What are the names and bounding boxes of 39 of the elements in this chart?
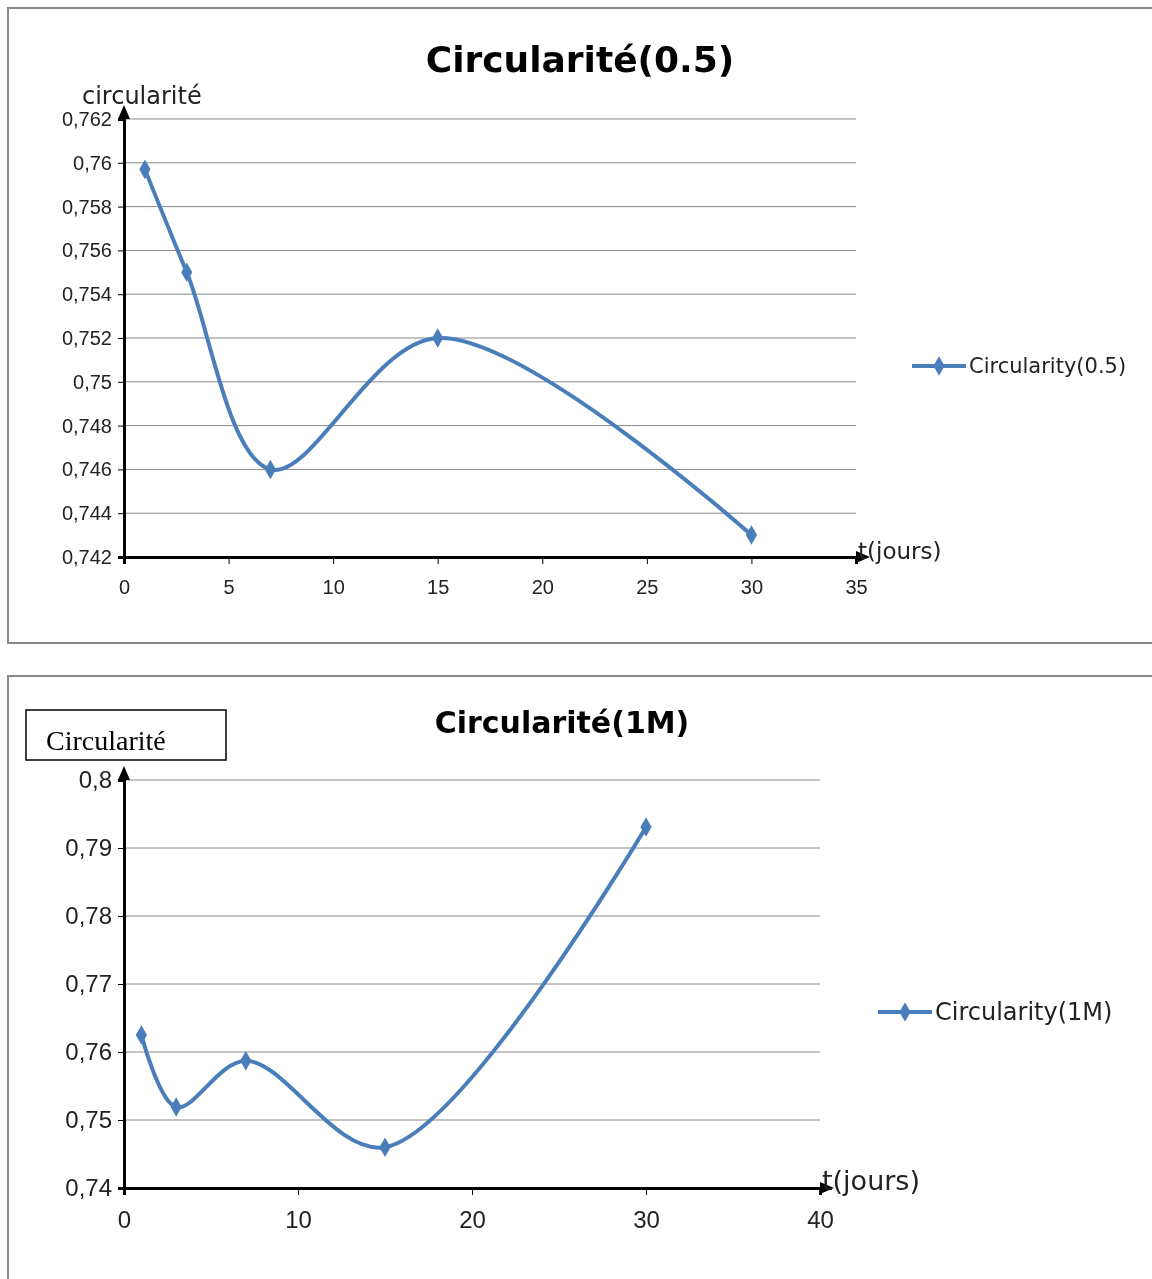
y-tick-label: 0,744 bbox=[61, 502, 112, 525]
x-tick-label: 10 bbox=[322, 576, 345, 599]
y-tick-label: 0,758 bbox=[61, 195, 112, 218]
y-axis-title: circularité bbox=[82, 82, 202, 110]
y-tick-label: 0,74 bbox=[65, 1174, 112, 1202]
x-axis-title: t(jours) bbox=[822, 1165, 920, 1196]
y-tick-label: 0,79 bbox=[65, 834, 112, 862]
x-tick-label: 10 bbox=[285, 1206, 312, 1234]
x-tick-label: 0 bbox=[118, 576, 131, 599]
y-tick-label: 0,762 bbox=[61, 107, 112, 130]
y-tick-label: 0,76 bbox=[65, 1038, 112, 1066]
x-tick-label: 30 bbox=[740, 576, 764, 599]
x-tick-label: 35 bbox=[845, 576, 868, 599]
y-tick-label: 0,752 bbox=[61, 326, 112, 349]
y-tick-label: 0,76 bbox=[73, 151, 112, 174]
y-tick-label: 0,75 bbox=[73, 370, 112, 393]
chart-title: Circularité(0.5) bbox=[425, 39, 735, 80]
y-tick-label: 0,77 bbox=[65, 970, 112, 998]
y-tick-label: 0,746 bbox=[61, 458, 112, 481]
y-axis-title: Circularité bbox=[46, 725, 166, 756]
legend-label: Circularity(1M) bbox=[935, 998, 1113, 1027]
x-tick-label: 20 bbox=[459, 1206, 486, 1234]
x-tick-label: 30 bbox=[633, 1206, 660, 1234]
chart-title: Circularité(1M) bbox=[434, 705, 690, 740]
x-tick-label: 25 bbox=[636, 576, 659, 599]
y-tick-label: 0,75 bbox=[65, 1106, 112, 1134]
x-tick-label: 5 bbox=[223, 576, 235, 599]
x-tick-label: 15 bbox=[427, 576, 450, 599]
x-tick-label: 0 bbox=[117, 1206, 132, 1234]
y-tick-label: 0,754 bbox=[61, 283, 112, 306]
x-axis-title: t(jours) bbox=[858, 538, 942, 564]
x-tick-label: 20 bbox=[531, 576, 554, 599]
x-tick-label: 40 bbox=[807, 1206, 834, 1234]
y-tick-label: 0,756 bbox=[61, 239, 112, 262]
legend-label: Circularity(0.5) bbox=[969, 354, 1127, 379]
y-tick-label: 0,742 bbox=[61, 545, 112, 568]
y-tick-label: 0,78 bbox=[65, 902, 112, 930]
y-tick-label: 0,748 bbox=[61, 414, 112, 437]
y-tick-label: 0,8 bbox=[78, 766, 112, 794]
